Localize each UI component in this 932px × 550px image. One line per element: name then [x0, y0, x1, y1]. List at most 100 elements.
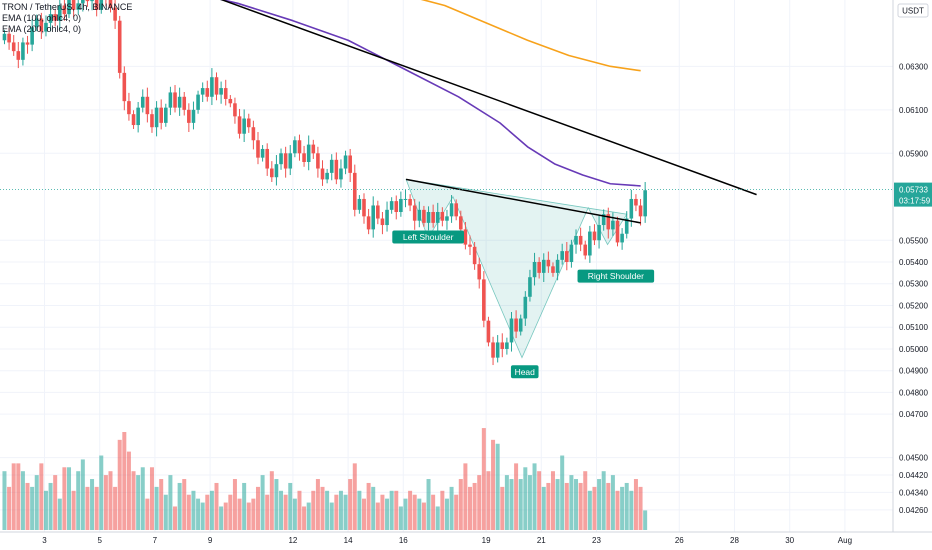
candle-body: [233, 103, 237, 117]
volume-bar: [246, 502, 251, 530]
candle-body: [458, 216, 463, 230]
candle-body: [306, 144, 311, 162]
volume-bar: [99, 455, 104, 530]
currency-label[interactable]: USDT: [902, 7, 924, 16]
current-price-text[interactable]: 0.05733: [899, 186, 928, 195]
candle-body: [491, 342, 495, 358]
candle-body: [518, 318, 523, 332]
candle-body: [150, 114, 154, 128]
volume-bar: [426, 479, 431, 530]
candle-body: [357, 198, 362, 210]
candle-body: [615, 220, 620, 243]
volume-bar: [481, 428, 486, 530]
candle-body: [325, 172, 329, 180]
volume-bar: [16, 463, 21, 530]
volume-bar: [48, 482, 53, 530]
time-tick-label: Aug: [838, 536, 852, 545]
volume-bar: [20, 471, 25, 530]
candle-body: [394, 201, 399, 212]
candle-body: [537, 262, 541, 273]
candle-body: [371, 205, 376, 230]
symbol-title[interactable]: TRON / TetherUS, 4h, BINANCE: [2, 2, 133, 12]
volume-bar: [140, 467, 145, 530]
volume-bar: [62, 467, 67, 530]
candle-body: [546, 259, 551, 267]
candle-body: [154, 107, 159, 128]
volume-bar: [302, 506, 307, 530]
candle-body: [523, 296, 528, 319]
candle-body: [164, 107, 168, 123]
volume-bar: [149, 467, 154, 530]
volume-bar: [80, 459, 85, 530]
candle-body: [583, 244, 588, 256]
candle-body: [320, 168, 325, 180]
volume-bar: [325, 490, 330, 530]
volume-bar: [633, 479, 638, 530]
candle-body: [440, 212, 445, 221]
volume-bar: [53, 475, 58, 530]
volume-bar: [30, 486, 35, 530]
price-tick-label: 0.05300: [899, 280, 928, 289]
candle-body: [44, 22, 48, 32]
candle-body: [643, 190, 647, 217]
volume-bar: [564, 482, 569, 530]
grid-lines: [0, 0, 893, 532]
candle-body: [468, 244, 472, 247]
volume-bar: [43, 490, 48, 530]
price-tick-label: 0.04340: [899, 488, 928, 497]
volume-bar: [610, 475, 615, 530]
candle-body: [274, 164, 279, 178]
time-tick-label: 14: [344, 536, 353, 545]
volume-bar: [458, 479, 463, 530]
candle-body: [62, 5, 67, 15]
candle-body: [426, 212, 431, 223]
candle-body: [293, 140, 297, 154]
candle-body: [500, 342, 505, 349]
price-tick-label: 0.04700: [899, 410, 928, 419]
volume-bar: [209, 490, 214, 530]
head-label-text: Head: [515, 367, 536, 377]
candle-body: [113, 7, 117, 21]
price-axis[interactable]: USDT 0.06300 0.06100 0.05900 0.05500 0.05400 0…: [892, 0, 932, 532]
volume-bar: [2, 471, 7, 530]
time-tick-label: 23: [592, 536, 601, 545]
candle-body: [385, 209, 389, 226]
volume-bar: [90, 479, 95, 530]
volume-bar: [638, 486, 643, 530]
volume-bar: [624, 482, 629, 530]
candle-body: [177, 96, 182, 108]
volume-bar: [578, 482, 583, 530]
volume-bar: [113, 486, 118, 530]
ema-200-legend[interactable]: EMA (200, ohlc4, 0): [2, 24, 82, 34]
time-axis[interactable]: 3 5 7 9 12 14 16 19 21 23 26 28 30 Aug: [0, 531, 932, 545]
volume-bar: [131, 471, 136, 530]
volume-bar: [408, 490, 413, 530]
volume-bar: [76, 471, 81, 530]
candle-body: [528, 277, 532, 297]
candle-body: [403, 198, 408, 200]
volume-bar: [274, 479, 279, 530]
volume-bar: [200, 502, 205, 530]
volume-bar: [592, 486, 597, 530]
candle-body: [99, 0, 104, 10]
countdown-text: 03:17:59: [899, 197, 931, 206]
ema-100-legend[interactable]: EMA (100, ohlc4, 0): [2, 13, 82, 23]
volume-bar: [338, 490, 343, 530]
volume-bar: [292, 498, 297, 530]
candle-body: [39, 18, 44, 32]
volume-bar: [108, 471, 113, 530]
volume-bar: [449, 486, 454, 530]
candle-body: [334, 159, 339, 180]
volume-bar: [514, 463, 519, 530]
candle-body: [477, 264, 482, 280]
candle-body: [242, 118, 246, 134]
candle-body: [486, 320, 491, 343]
candle-body: [223, 88, 228, 99]
volume-bar: [251, 498, 256, 530]
price-tick-label: 0.05400: [899, 258, 928, 267]
price-tick-label: 0.05900: [899, 149, 928, 158]
volume-bar: [385, 498, 390, 530]
candle-body: [514, 318, 518, 332]
candle-body: [53, 14, 57, 21]
